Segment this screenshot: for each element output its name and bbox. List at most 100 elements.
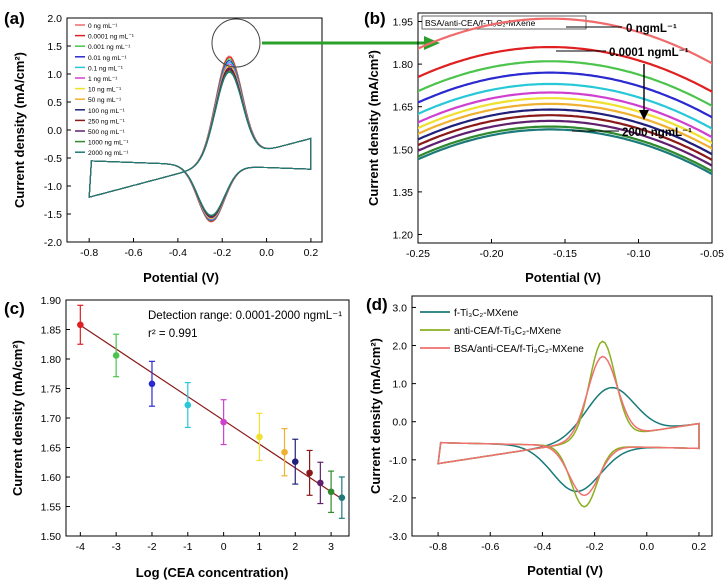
y-tick-label: 1.0	[47, 69, 62, 81]
y-tick-label: 1.80	[393, 59, 414, 71]
peak-curve-7	[418, 102, 712, 150]
legend-entry: 2000 ng mL⁻¹	[88, 150, 129, 157]
panel-b: (b) Current density (mA/cm²) Potential (…	[364, 9, 724, 285]
x-tick-label: -0.15	[553, 248, 577, 260]
peak-curve-11	[418, 125, 712, 173]
x-axis-label: Potential (V)	[525, 270, 601, 285]
legend-entry: 250 ng mL⁻¹	[88, 118, 126, 125]
y-tick-label: 1.50	[393, 144, 414, 156]
data-point-0	[77, 321, 84, 329]
y-tick-label: 1.65	[393, 102, 414, 114]
detection-range-annotation: Detection range: 0.0001-2000 ngmL⁻¹	[148, 310, 342, 322]
zoom-highlight-circle	[211, 18, 261, 68]
legend-entry: 1 ng mL⁻¹	[88, 76, 118, 83]
legend-entry: 500 ng mL⁻¹	[88, 129, 126, 136]
peak-curve-1	[418, 46, 712, 93]
peak-curve-10	[418, 119, 712, 167]
linear-fit-line	[79, 324, 343, 500]
x-tick-label: 1	[257, 541, 263, 553]
x-tick-label: -0.4	[533, 541, 551, 553]
r-squared-annotation: r² = 0.991	[148, 328, 198, 340]
peak-curve-0	[418, 17, 712, 65]
panel-d: (d) Current density (mA/cm²) Potential (…	[366, 295, 713, 578]
legend-entry: anti-CEA/f-Ti₃C₂-MXene	[454, 326, 561, 337]
legend-entry: 0.1 ng mL⁻¹	[88, 65, 124, 72]
x-tick-label: -0.25	[406, 248, 430, 260]
peak-curve-9	[418, 114, 712, 162]
peak-curve-3	[418, 71, 712, 119]
x-axis-label: Potential (V)	[143, 270, 219, 285]
x-tick-label: -0.2	[213, 247, 231, 259]
legend-entry: 0.0001 ng mL⁻¹	[88, 34, 135, 41]
data-point-10	[327, 488, 335, 496]
panel-a: (a) Current density (mA/cm²) Potential (…	[4, 9, 440, 285]
y-tick-label: 1.20	[393, 229, 414, 241]
y-tick-label: 2.0	[392, 341, 407, 353]
cv-curve-12	[88, 71, 312, 216]
x-tick-label: 0.0	[259, 247, 274, 259]
y-tick-label: 2.0	[47, 13, 62, 25]
y-axis-label: Current density (mA/cm²)	[368, 338, 383, 494]
x-axis-label: Potential (V)	[527, 563, 603, 578]
peak-curve-8	[418, 108, 712, 156]
y-axis-label: Current density (mA/cm²)	[12, 52, 27, 208]
legend-entry: 0 ng mL⁻¹	[88, 23, 118, 30]
x-tick-label: 0.2	[692, 541, 707, 553]
x-tick-label: -0.20	[480, 248, 504, 260]
x-tick-label: 0	[221, 541, 227, 553]
zoomed-peaks	[418, 17, 712, 176]
trend-arrow-head	[639, 110, 649, 120]
data-point-3	[184, 401, 192, 409]
x-tick-label: -0.8	[429, 541, 447, 553]
x-tick-label: 3	[328, 541, 334, 553]
data-point-2	[148, 380, 156, 388]
x-tick-label: -1	[183, 541, 192, 553]
peak-curve-5	[418, 91, 712, 139]
data-point-9	[317, 479, 324, 487]
x-tick-label: -0.6	[124, 247, 142, 259]
legend-entry: f-Ti₃C₂-MXene	[454, 308, 519, 319]
y-tick-label: 1.90	[41, 295, 62, 307]
y-tick-label: 1.95	[393, 17, 414, 29]
panel-label-c: (c)	[4, 299, 25, 318]
annotation-0-ngml: 0 ngmL⁻¹	[626, 23, 677, 35]
plot-frame	[411, 295, 713, 537]
x-tick-label: -0.10	[627, 248, 651, 260]
y-tick-label: 1.0	[392, 379, 407, 391]
y-tick-label: 3.0	[392, 302, 407, 314]
y-tick-label: 0.0	[392, 417, 407, 429]
legend-entry: 0.001 ng mL⁻¹	[88, 44, 131, 51]
panel-label-b: (b)	[364, 9, 386, 28]
x-tick-label: -3	[111, 541, 120, 553]
x-tick-label: -0.6	[481, 541, 499, 553]
y-tick-label: 1.50	[41, 531, 62, 543]
peak-curve-4	[418, 82, 712, 130]
x-tick-label: -0.05	[700, 248, 724, 260]
y-tick-label: 1.85	[41, 325, 62, 337]
y-tick-label: 1.75	[41, 384, 62, 396]
data-point-1	[112, 352, 120, 359]
data-point-7	[291, 458, 299, 465]
panel-label-a: (a)	[4, 9, 25, 28]
x-tick-label: -0.2	[586, 541, 604, 553]
y-tick-label: 1.65	[41, 443, 62, 455]
x-tick-label: -2	[147, 541, 156, 553]
legend-entry: 10 ng mL⁻¹	[88, 87, 122, 94]
y-tick-label: -1.5	[44, 209, 62, 221]
chart-title: BSA/anti-CEA/f-Ti₃C₂-MXene	[425, 18, 536, 28]
peak-curve-2	[418, 60, 712, 108]
x-tick-label: 0.0	[639, 541, 654, 553]
x-tick-label: 2	[292, 541, 298, 553]
annotation-0.0001-ngml: 0.0001 ngmL⁻¹	[609, 47, 689, 59]
x-tick-label: -0.4	[169, 247, 187, 259]
panel-c: (c) Current density (mA/cm²) Log (CEA co…	[4, 295, 350, 580]
panel-label-d: (d)	[366, 295, 388, 314]
y-tick-label: -2.0	[389, 493, 407, 505]
y-tick-label: 1.55	[41, 502, 62, 514]
y-tick-label: -1.0	[389, 455, 407, 467]
y-tick-label: 1.35	[393, 187, 414, 199]
x-axis-label: Log (CEA concentration)	[136, 565, 289, 580]
y-tick-label: 1.60	[41, 472, 62, 484]
x-tick-label: 0.2	[304, 247, 319, 259]
